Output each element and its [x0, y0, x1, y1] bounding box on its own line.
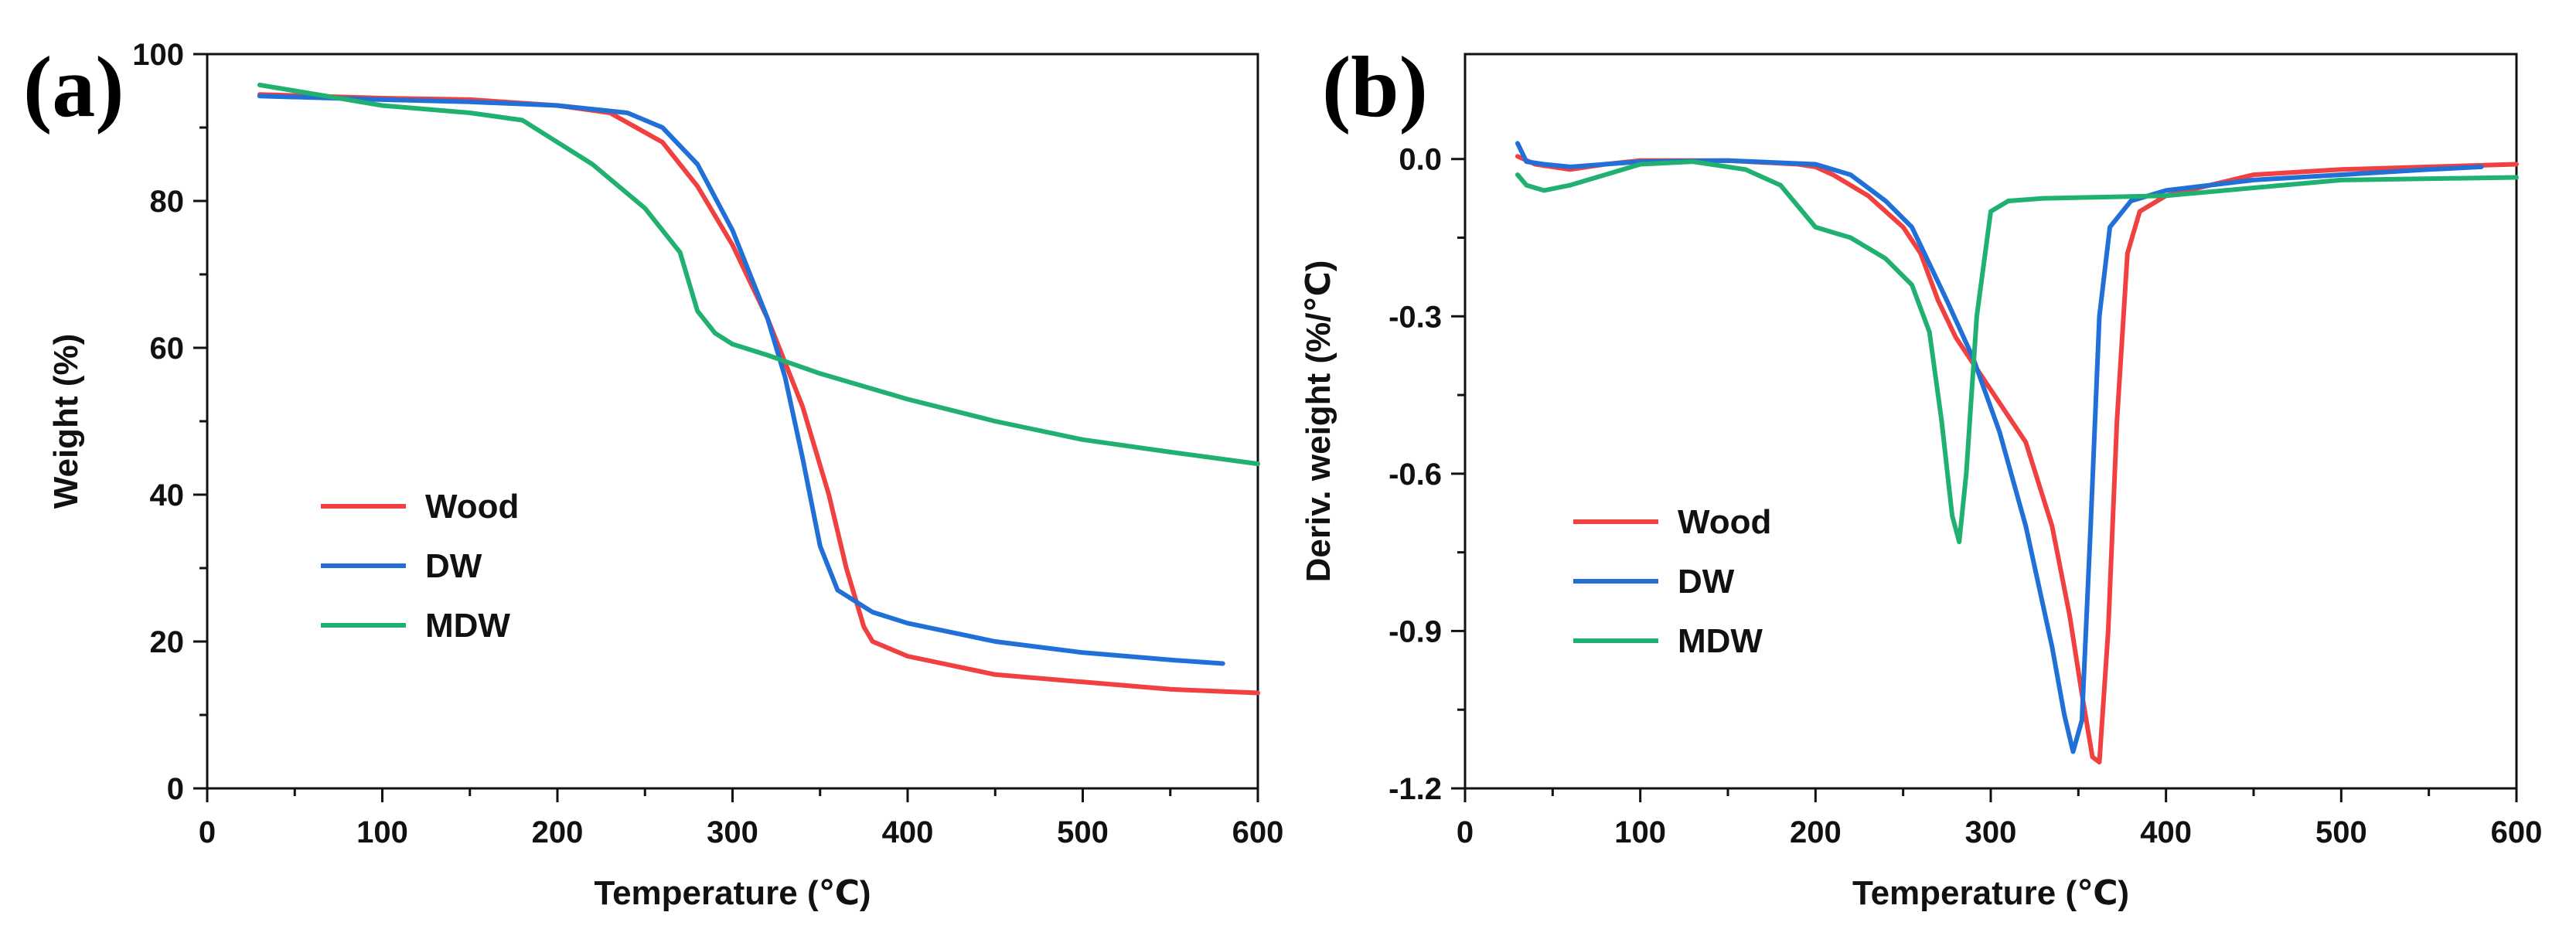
legend-label-dw: DW [425, 547, 482, 585]
legend-label-wood: Wood [425, 488, 519, 526]
y-tick-label: -0.6 [1389, 458, 1442, 492]
plot-frame [206, 53, 1259, 790]
legend-label-wood: Wood [1678, 503, 1771, 541]
panel-label: (a) [23, 39, 124, 135]
series-line-dw [1515, 141, 2484, 754]
x-tick-label: 200 [532, 815, 584, 849]
x-tick-label: 100 [356, 815, 408, 849]
x-tick-label: 0 [199, 815, 216, 849]
series-line-wood [1515, 154, 2519, 765]
x-axis-label: Temperature (℃) [1852, 874, 2129, 912]
x-tick-label: 600 [1232, 815, 1284, 849]
x-tick-label: 300 [1965, 815, 2017, 849]
x-axis-label: Temperature (℃) [594, 874, 871, 912]
x-tick-label: 500 [1057, 815, 1109, 849]
series-line-mdw [257, 82, 1260, 467]
x-tick-label: 600 [2491, 815, 2543, 849]
x-tick-label: 400 [882, 815, 934, 849]
chart-panel-1: 0 100 200 300 400 500 600 -1.2 -0.9 -0.6 -0.3 0.0 Te… [1300, 39, 2542, 912]
y-tick-label: -0.3 [1389, 300, 1442, 334]
y-tick-label: 0 [167, 772, 184, 806]
x-tick-label: 400 [2140, 815, 2192, 849]
series-line-dw [257, 94, 1225, 666]
legend-label-mdw: MDW [425, 607, 510, 645]
x-tick-label: 200 [1790, 815, 1842, 849]
series-line-wood [257, 92, 1260, 696]
y-tick-label: 60 [150, 332, 185, 366]
y-axis-label: Weight (%) [47, 334, 85, 509]
legend-label-mdw: MDW [1678, 622, 1763, 660]
y-tick-label: -1.2 [1389, 772, 1442, 806]
y-tick-label: 40 [150, 478, 185, 512]
x-tick-label: 500 [2315, 815, 2367, 849]
panel-label: (b) [1322, 39, 1428, 135]
series-line-mdw [1515, 159, 2519, 545]
y-tick-label: 20 [150, 625, 185, 659]
y-tick-label: 80 [150, 185, 185, 219]
y-tick-label: 100 [132, 38, 184, 72]
legend-label-dw: DW [1678, 563, 1735, 601]
x-tick-label: 100 [1614, 815, 1666, 849]
x-tick-label: 300 [707, 815, 758, 849]
y-tick-label: -0.9 [1389, 614, 1442, 648]
chart-panel-0: 0 100 200 300 400 500 600 0 20 40 60 80 100 Temperatu… [23, 38, 1283, 912]
y-axis-label: Deriv. weight (%/℃) [1300, 260, 1337, 583]
y-tick-label: 0.0 [1399, 143, 1442, 177]
x-tick-label: 0 [1457, 815, 1474, 849]
